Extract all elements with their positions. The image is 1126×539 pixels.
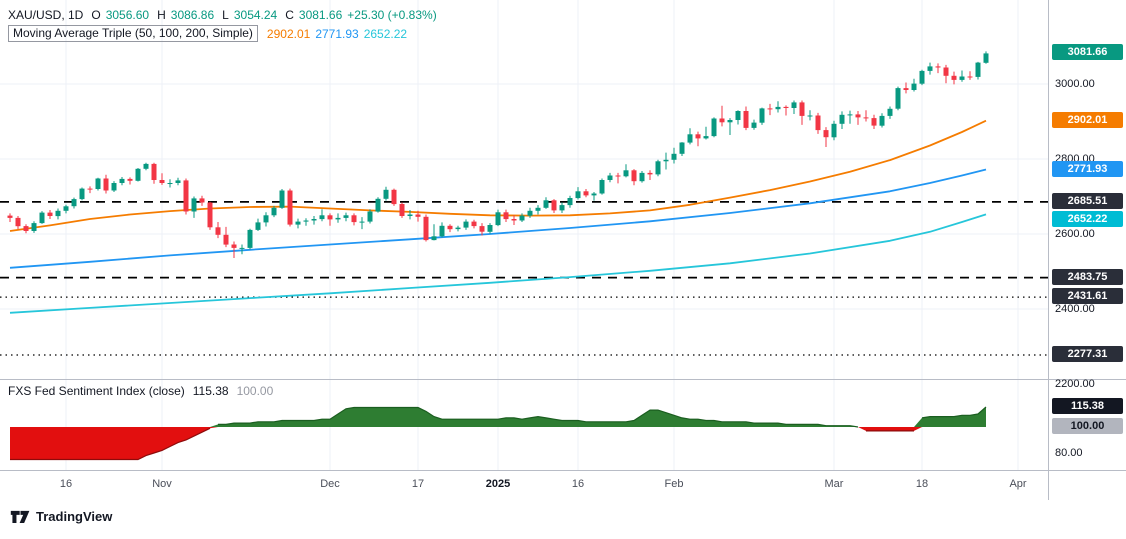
tradingview-logo-icon[interactable] <box>10 508 31 525</box>
low-label: L <box>222 7 229 22</box>
sentiment-badge: 115.38 <box>1052 398 1123 414</box>
sentiment-badge: 100.00 <box>1052 418 1123 434</box>
tradingview-brand-text[interactable]: TradingView <box>36 509 113 524</box>
ma50-value: 2902.01 <box>266 26 311 41</box>
price-badge: 2685.51 <box>1052 192 1123 209</box>
high-label: H <box>157 7 166 22</box>
price-tick-label: 2400.00 <box>1055 303 1095 315</box>
time-tick-label: Mar <box>824 478 844 490</box>
low-value: 3054.24 <box>233 7 278 22</box>
sentiment-negative-area <box>10 427 986 460</box>
sentiment-positive-line <box>218 406 987 428</box>
time-tick-label: Feb <box>664 478 684 490</box>
price-badge: 2431.61 <box>1052 288 1123 305</box>
ma-indicator-legend-row[interactable]: Moving Average Triple (50, 100, 200, Sim… <box>8 24 437 43</box>
time-tick-label: 16 <box>59 478 73 490</box>
price-axis[interactable]: 3000.00 2800.00 2600.00 2400.00 2200.00 80.00… <box>1048 0 1126 500</box>
sentiment-pane[interactable]: FXS Fed Sentiment Index (close) 115.38 1… <box>0 380 1048 470</box>
close-label: C <box>285 7 294 22</box>
price-badge: 2902.01 <box>1052 111 1123 128</box>
price-chart-canvas[interactable] <box>0 0 1048 379</box>
ma-50-line <box>9 119 987 232</box>
high-value: 3086.86 <box>170 7 215 22</box>
price-badge: 2483.75 <box>1052 268 1123 285</box>
price-tick-label: 2600.00 <box>1055 228 1095 240</box>
sentiment-negative-line <box>10 427 914 461</box>
sentiment-indicator-title[interactable]: FXS Fed Sentiment Index (close) <box>8 384 185 398</box>
time-tick-label: 2025 <box>485 478 511 490</box>
sentiment-chart-canvas[interactable] <box>0 380 1048 470</box>
candlestick-series <box>0 0 1048 379</box>
pane-divider[interactable] <box>0 379 1126 380</box>
time-tick-label: Apr <box>1009 478 1027 490</box>
change-value: +25.30 (+0.83%) <box>347 7 437 22</box>
price-badge: 2771.93 <box>1052 160 1123 177</box>
close-value: 3081.66 <box>298 7 343 22</box>
time-tick-label: 17 <box>411 478 425 490</box>
sentiment-legend-row[interactable]: FXS Fed Sentiment Index (close) 115.38 1… <box>8 384 273 398</box>
price-tick-label: 2200.00 <box>1055 378 1095 390</box>
ma100-value: 2771.93 <box>315 26 359 41</box>
time-tick-label: 18 <box>915 478 929 490</box>
chart-legend: XAU/USD, 1D O 3056.60 H 3086.86 L 3054.24 C… <box>8 5 437 43</box>
time-tick-label: Dec <box>320 478 340 490</box>
ma-100-line <box>9 168 987 269</box>
sentiment-series <box>10 380 1019 470</box>
price-badge: 3081.66 <box>1052 44 1123 61</box>
time-axis[interactable]: 16 Nov Dec 17 2025 16 Feb Mar 18 Apr <box>0 471 1048 500</box>
ma-200-line <box>9 213 987 314</box>
time-tick-label: Nov <box>152 478 172 490</box>
price-pane[interactable]: XAU/USD, 1D O 3056.60 H 3086.86 L 3054.24 C… <box>0 0 1048 379</box>
time-axis-divider <box>0 470 1126 471</box>
ma200-value: 2652.22 <box>363 26 408 41</box>
footer: TradingView <box>10 508 112 525</box>
open-value: 3056.60 <box>105 7 150 22</box>
price-badge: 2652.22 <box>1052 210 1123 227</box>
sentiment-tick-label: 80.00 <box>1055 447 1083 459</box>
ma-indicator-title[interactable]: Moving Average Triple (50, 100, 200, Sim… <box>8 25 258 42</box>
sentiment-value: 115.38 <box>192 384 229 398</box>
symbol-title[interactable]: XAU/USD, 1D <box>8 7 84 22</box>
price-badge: 2277.31 <box>1052 346 1123 362</box>
time-tick-label: 16 <box>571 478 585 490</box>
sentiment-baseline-value: 100.00 <box>236 384 274 398</box>
open-label: O <box>91 7 101 22</box>
symbol-legend-row[interactable]: XAU/USD, 1D O 3056.60 H 3086.86 L 3054.24 C… <box>8 5 437 24</box>
price-tick-label: 3000.00 <box>1055 78 1095 90</box>
